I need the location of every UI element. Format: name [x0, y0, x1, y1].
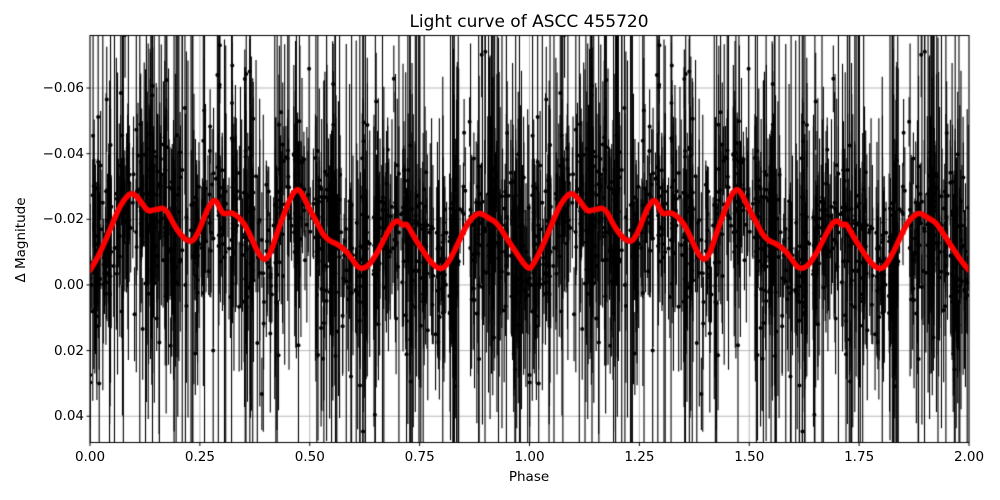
x-axis-label: Phase — [508, 469, 550, 485]
chart-title: Light curve of ASCC 455720 — [409, 12, 649, 32]
y-axis-label: Δ Magnitude — [13, 197, 29, 283]
